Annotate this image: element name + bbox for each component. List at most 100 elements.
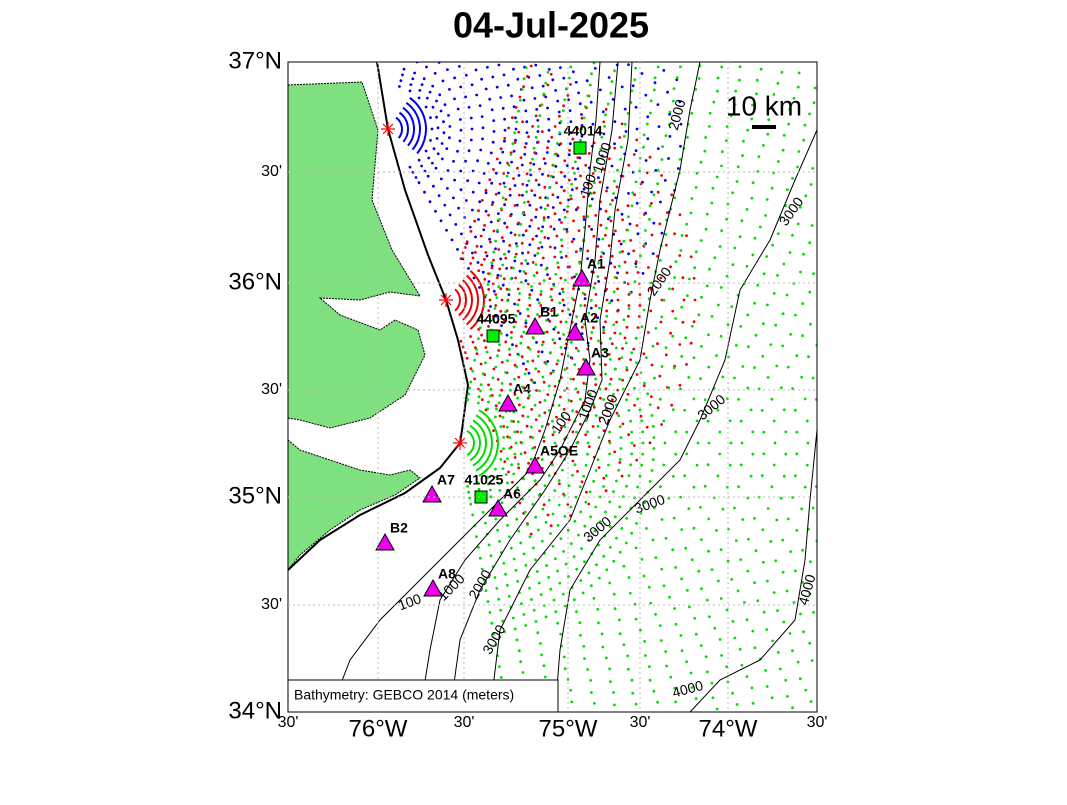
radar-dot <box>459 128 463 132</box>
radar-dot <box>635 373 639 376</box>
radar-dot <box>594 214 598 217</box>
radar-dot <box>670 403 674 407</box>
radar-dot <box>786 365 790 369</box>
radar-dot <box>781 148 785 152</box>
mooring-label: A8 <box>438 566 456 582</box>
radar-dot <box>697 77 701 80</box>
radar-dot <box>664 243 668 247</box>
radar-dot <box>540 425 544 428</box>
radar-dot <box>583 657 586 660</box>
radar-dot <box>548 245 552 249</box>
radar-dot <box>498 161 502 165</box>
radar-dot <box>531 436 535 439</box>
radar-dot <box>429 116 432 119</box>
radar-dot <box>562 333 565 336</box>
radar-dot <box>480 315 484 319</box>
radar-dot <box>498 267 502 271</box>
radar-dot <box>602 485 605 488</box>
radar-dot <box>716 474 720 478</box>
radar-dot <box>476 261 480 264</box>
radar-dot <box>486 475 490 479</box>
radar-dot <box>571 459 575 463</box>
radar-dot <box>594 505 598 509</box>
radar-dot <box>534 558 537 562</box>
radar-dot <box>579 510 583 514</box>
x-tick-label: 30' <box>454 714 475 731</box>
radar-dot <box>626 204 630 208</box>
radar-dot <box>526 75 529 78</box>
radar-dot <box>471 208 474 212</box>
radar-dot <box>604 113 607 117</box>
radar-dot <box>534 418 538 422</box>
radar-dot <box>579 138 582 142</box>
radar-dot <box>638 293 642 296</box>
radar-dot <box>467 490 471 494</box>
radar-dot <box>598 576 601 580</box>
mooring-marker <box>525 455 545 474</box>
radar-dot <box>602 325 606 329</box>
x-tick-label: 76°W <box>349 715 408 742</box>
radar-dot <box>559 426 563 429</box>
radar-dot <box>589 260 593 263</box>
radar-dot <box>493 307 497 310</box>
radar-dot <box>493 576 497 579</box>
radar-dot <box>804 194 808 198</box>
radar-dot <box>804 688 808 692</box>
radar-dot <box>563 494 566 497</box>
radar-dot <box>498 343 501 346</box>
radar-dot <box>557 266 560 269</box>
radar-dot <box>661 145 664 149</box>
radar-dot <box>555 142 559 145</box>
radar-dot <box>568 265 571 269</box>
radar-dot <box>578 621 582 625</box>
radar-dot <box>602 120 606 124</box>
radar-dot <box>695 171 699 175</box>
radar-dot <box>536 631 540 635</box>
radar-dot <box>551 78 555 82</box>
radar-dot <box>522 552 526 556</box>
radar-dot <box>555 415 558 419</box>
radar-dot <box>633 78 637 82</box>
radar-dot <box>641 441 645 445</box>
radar-dot <box>520 163 524 167</box>
radar-dot <box>615 185 619 189</box>
radar-dot <box>518 193 521 197</box>
radar-dot <box>538 315 541 318</box>
radar-dot <box>690 197 694 200</box>
radar-dot <box>530 408 534 411</box>
radar-dot <box>600 135 604 139</box>
radar-dot <box>576 156 580 160</box>
radar-dot <box>715 707 719 711</box>
radar-dot <box>753 517 756 520</box>
radar-dot <box>593 353 597 357</box>
radar-dot <box>619 436 623 439</box>
radar-dot <box>510 94 513 98</box>
radar-dot <box>597 237 601 241</box>
radar-dot <box>491 140 495 144</box>
radar-dot <box>482 228 486 232</box>
radar-dot <box>608 500 612 504</box>
radar-dot <box>516 580 520 583</box>
radar-dot <box>471 256 475 260</box>
radar-dot <box>710 681 714 685</box>
radar-dot <box>515 203 519 207</box>
radar-dot <box>713 256 717 260</box>
radar-dot <box>703 398 707 402</box>
radar-dot <box>730 578 734 581</box>
radar-dot <box>471 340 475 344</box>
radar-dot <box>613 265 617 269</box>
radar-dot <box>569 142 572 146</box>
radar-dot <box>484 361 487 365</box>
radar-dot <box>417 181 421 185</box>
radar-dot <box>509 382 512 386</box>
radar-dot <box>589 515 592 519</box>
mooring-marker <box>525 316 545 335</box>
radar-dot <box>482 172 486 175</box>
radar-dot <box>596 425 600 428</box>
radar-dot <box>440 157 444 161</box>
y-tick-label: 35°N <box>228 482 282 509</box>
radar-dot <box>413 71 416 75</box>
radar-dot <box>801 334 804 338</box>
radar-dot <box>567 399 571 402</box>
radar-dot <box>782 474 786 478</box>
